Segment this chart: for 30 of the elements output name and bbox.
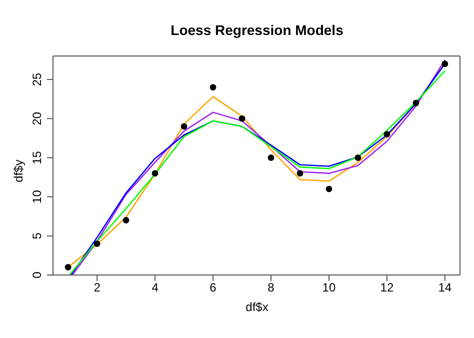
x-tick-label: 8 <box>268 280 275 295</box>
point <box>94 240 100 247</box>
x-tick-label: 12 <box>380 280 394 295</box>
y-tick-label: 25 <box>30 72 44 86</box>
point <box>238 115 246 122</box>
point <box>442 60 448 68</box>
point <box>180 123 188 130</box>
x-tick-label: 2 <box>94 280 101 295</box>
y-tick-label: 5 <box>30 232 44 240</box>
point <box>210 84 216 90</box>
point <box>122 217 130 224</box>
point <box>64 264 72 270</box>
point <box>268 154 274 161</box>
y-tick-label: 20 <box>30 112 44 126</box>
x-tick-label: 6 <box>210 280 217 295</box>
y-tick-label: 0 <box>30 271 44 278</box>
point <box>384 131 390 138</box>
point <box>326 186 332 192</box>
y-tick-label: 15 <box>30 150 44 164</box>
x-tick-label: 14 <box>438 280 452 295</box>
point <box>152 170 158 177</box>
point <box>354 154 362 161</box>
y-tick-label: 10 <box>30 190 44 204</box>
x-axis-title: df$x <box>244 300 270 314</box>
x-tick-label: 4 <box>152 280 159 295</box>
point <box>296 170 304 177</box>
point <box>412 100 420 106</box>
y-axis-title: df$y <box>11 160 25 182</box>
chart-title: Loess Regression Models <box>170 22 344 38</box>
x-tick-label: 10 <box>322 280 336 295</box>
